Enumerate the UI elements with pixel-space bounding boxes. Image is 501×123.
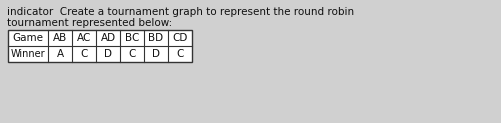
Text: indicator  Create a tournament graph to represent the round robin: indicator Create a tournament graph to r…: [7, 7, 353, 17]
Text: BD: BD: [148, 33, 163, 43]
Text: D: D: [104, 49, 112, 59]
Text: Winner: Winner: [11, 49, 45, 59]
Text: BC: BC: [125, 33, 139, 43]
Text: AC: AC: [77, 33, 91, 43]
Text: CD: CD: [172, 33, 187, 43]
Text: Game: Game: [13, 33, 44, 43]
Text: tournament represented below:: tournament represented below:: [7, 18, 172, 28]
Bar: [8, 30, 191, 62]
Text: A: A: [56, 49, 64, 59]
Text: D: D: [152, 49, 160, 59]
Text: C: C: [80, 49, 88, 59]
Text: AD: AD: [100, 33, 115, 43]
Bar: [8, 30, 191, 62]
Text: C: C: [176, 49, 183, 59]
Text: C: C: [128, 49, 135, 59]
Text: AB: AB: [53, 33, 67, 43]
